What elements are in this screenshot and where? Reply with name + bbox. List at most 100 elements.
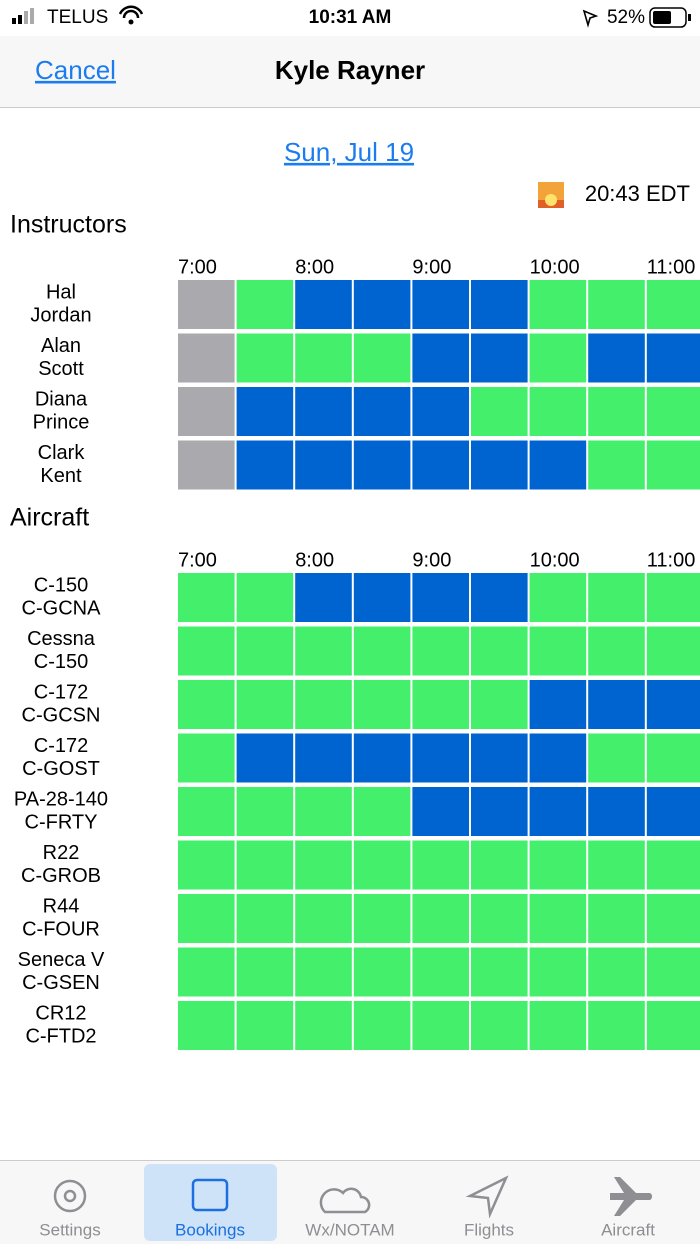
row-label: Scott bbox=[38, 358, 84, 380]
slot-cell bbox=[295, 733, 352, 783]
slot-cell bbox=[529, 787, 587, 836]
carrier: TELUS bbox=[47, 7, 108, 28]
row-label: C-FTD2 bbox=[25, 1025, 96, 1047]
slot-cell bbox=[471, 733, 528, 783]
nav-bar bbox=[0, 36, 700, 107]
slot-cell bbox=[353, 387, 411, 436]
slot-cell bbox=[646, 894, 700, 943]
slot-cell bbox=[178, 573, 235, 622]
date-link[interactable]: Sun, Jul 19 bbox=[284, 137, 414, 167]
slot-cell bbox=[588, 733, 645, 783]
tab-label[interactable]: Settings bbox=[39, 1220, 100, 1239]
slot-cell bbox=[412, 573, 469, 622]
time-label: 7:00 bbox=[178, 549, 217, 571]
tab-label[interactable]: Bookings bbox=[175, 1220, 245, 1239]
slot-cell bbox=[236, 280, 294, 329]
slot-cell bbox=[471, 626, 528, 676]
slot-cell bbox=[412, 280, 469, 329]
row-label: Clark bbox=[38, 442, 86, 464]
row-label: Kent bbox=[40, 465, 82, 487]
time-label: 9:00 bbox=[412, 549, 451, 571]
slot-cell bbox=[295, 787, 352, 836]
slot-cell bbox=[353, 947, 411, 997]
slot-cell bbox=[353, 1001, 411, 1050]
time-label: 8:00 bbox=[295, 256, 334, 278]
slot-cell bbox=[178, 947, 235, 997]
slot-cell bbox=[471, 387, 528, 436]
sunset-time: 20:43 EDT bbox=[585, 181, 690, 206]
row-label: C-GCNA bbox=[22, 597, 102, 619]
slot-cell bbox=[529, 733, 587, 783]
slot-cell bbox=[471, 787, 528, 836]
slot-cell bbox=[646, 573, 700, 622]
slot-cell bbox=[178, 894, 235, 943]
slot-cell bbox=[353, 840, 411, 890]
slot-cell bbox=[588, 440, 645, 490]
slot-cell bbox=[236, 333, 294, 383]
row-label: Diana bbox=[35, 388, 88, 410]
row-label: C-GCSN bbox=[22, 704, 101, 726]
tab-label[interactable]: Wx/NOTAM bbox=[305, 1220, 394, 1239]
slot-cell bbox=[412, 894, 469, 943]
tab-label[interactable]: Flights bbox=[464, 1220, 514, 1239]
tab-label[interactable]: Aircraft bbox=[601, 1220, 655, 1239]
battery-tip bbox=[688, 14, 691, 21]
slot-cell bbox=[412, 387, 469, 436]
slot-cell bbox=[529, 894, 587, 943]
slot-cell bbox=[178, 840, 235, 890]
slot-cell bbox=[588, 573, 645, 622]
battery-percent: 52% bbox=[607, 7, 645, 28]
section-title: Instructors bbox=[10, 211, 127, 239]
slot-cell bbox=[353, 333, 411, 383]
slot-cell bbox=[471, 840, 528, 890]
row-label: R44 bbox=[43, 895, 80, 917]
row-label: Prince bbox=[33, 411, 90, 433]
time-label: 8:00 bbox=[295, 549, 334, 571]
slot-cell bbox=[295, 626, 352, 676]
slot-cell bbox=[529, 626, 587, 676]
slot-cell bbox=[529, 280, 587, 329]
battery bbox=[649, 7, 687, 28]
tab-icons bbox=[53, 1175, 509, 1219]
slot-cell bbox=[412, 1001, 469, 1050]
slot-cell bbox=[588, 894, 645, 943]
slot-cell bbox=[236, 894, 294, 943]
slot-cell bbox=[295, 333, 352, 383]
time-label: 10:00 bbox=[530, 549, 580, 571]
slot-cell bbox=[236, 440, 294, 490]
slot-cell bbox=[471, 573, 528, 622]
slot-cell bbox=[353, 440, 411, 490]
slot-cell bbox=[412, 733, 469, 783]
slot-cell bbox=[471, 440, 528, 490]
slot-cell bbox=[295, 894, 352, 943]
slot-cell bbox=[529, 333, 587, 383]
wifi-dot bbox=[128, 19, 134, 25]
row-label: Jordan bbox=[30, 304, 91, 326]
slot-cell bbox=[236, 787, 294, 836]
slot-cell bbox=[588, 947, 645, 997]
slot-cell bbox=[295, 573, 352, 622]
slot-cell bbox=[646, 1001, 700, 1050]
tab-selected-bg bbox=[144, 1164, 277, 1241]
slot-cell bbox=[529, 1001, 587, 1050]
slot-cell bbox=[412, 333, 469, 383]
slot-cell bbox=[646, 680, 700, 729]
slot-cell bbox=[236, 387, 294, 436]
row-label: Cessna bbox=[27, 628, 96, 650]
slot-cell bbox=[178, 626, 235, 676]
slot-cell bbox=[412, 840, 469, 890]
slot-cell bbox=[646, 387, 700, 436]
slot-cell bbox=[529, 680, 587, 729]
slot-cell bbox=[236, 733, 294, 783]
time-label: 9:00 bbox=[412, 256, 451, 278]
slot-cell bbox=[529, 840, 587, 890]
slot-cell bbox=[588, 626, 645, 676]
slot-cell bbox=[588, 680, 645, 729]
row-label: C-FRTY bbox=[25, 811, 98, 833]
slot-cell bbox=[646, 947, 700, 997]
row-label: C-150 bbox=[34, 651, 88, 673]
slot-cell bbox=[588, 387, 645, 436]
slot-cell bbox=[236, 840, 294, 890]
cancel-button[interactable]: Cancel bbox=[35, 55, 116, 85]
